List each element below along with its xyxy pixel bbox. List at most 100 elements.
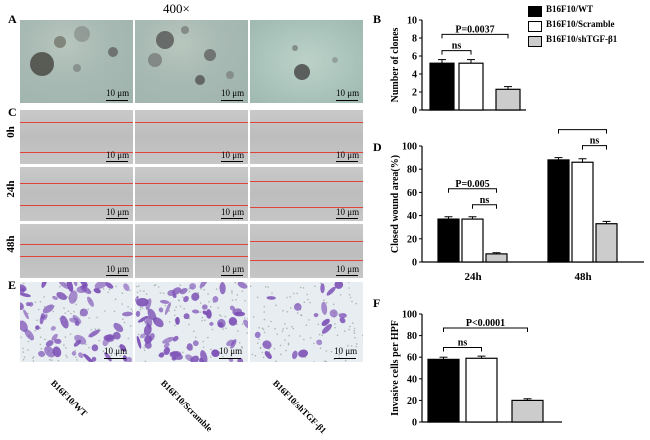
membrane-pore bbox=[348, 328, 350, 331]
invasive-cell bbox=[229, 305, 236, 311]
membrane-pore bbox=[300, 314, 303, 317]
membrane-pore bbox=[258, 326, 260, 329]
bar bbox=[429, 62, 455, 111]
invasive-cells-wt bbox=[20, 282, 133, 362]
wound-edge-line bbox=[20, 152, 133, 153]
membrane-pore bbox=[263, 305, 266, 308]
membrane-pore bbox=[263, 311, 265, 313]
invasive-cell bbox=[209, 321, 214, 326]
membrane-pore bbox=[129, 289, 131, 292]
membrane-pore bbox=[87, 308, 89, 311]
membrane-pore bbox=[362, 334, 363, 337]
membrane-pore bbox=[299, 335, 301, 337]
membrane-pore bbox=[66, 296, 69, 298]
invasive-cell bbox=[139, 333, 146, 339]
invasive-cell bbox=[20, 292, 31, 298]
invasive-cell bbox=[169, 351, 183, 360]
y-tick-label: 40 bbox=[407, 374, 417, 385]
membrane-pore bbox=[273, 347, 276, 350]
membrane-pore bbox=[39, 300, 42, 303]
invasive-cell bbox=[321, 301, 328, 315]
membrane-pore bbox=[258, 338, 260, 341]
legend-item-shtgf: B16F10/shTGF-β1 bbox=[528, 34, 648, 48]
wound-edge-line bbox=[250, 122, 363, 123]
membrane-pore bbox=[102, 288, 105, 290]
group-label-wt: B16F10/WT bbox=[48, 378, 90, 419]
membrane-pore bbox=[141, 307, 144, 309]
invasive-cell bbox=[58, 282, 70, 290]
bar bbox=[495, 88, 521, 111]
membrane-pore bbox=[309, 301, 311, 304]
significance-bracket-ns bbox=[443, 346, 482, 352]
invasive-cell bbox=[83, 353, 94, 362]
significance-bracket-p bbox=[441, 33, 509, 39]
y-tick-label: 8 bbox=[412, 34, 417, 45]
membrane-pore bbox=[221, 347, 223, 349]
invasive-cell bbox=[183, 313, 190, 320]
membrane-pore bbox=[20, 336, 22, 339]
membrane-pore bbox=[201, 316, 204, 319]
membrane-pore bbox=[178, 299, 180, 302]
significance-bracket-p-label: P=0.001 bbox=[565, 128, 599, 131]
invasive-cell bbox=[94, 282, 108, 289]
membrane-pore bbox=[303, 301, 306, 303]
chart-b-clones: 0 2 4 6 8 10 Number of clones P=0.0037 ns bbox=[390, 16, 526, 117]
y-tick-label: 80 bbox=[407, 165, 417, 176]
membrane-pore bbox=[157, 286, 160, 288]
panel-label-e: E bbox=[8, 278, 17, 292]
membrane-pore bbox=[113, 310, 116, 313]
y-tick-label: 100 bbox=[402, 142, 417, 153]
wound-edge-line bbox=[135, 122, 248, 123]
invasive-cell bbox=[71, 351, 77, 356]
membrane-pore bbox=[341, 348, 344, 350]
membrane-pore bbox=[208, 301, 210, 303]
invasive-cell bbox=[135, 310, 141, 317]
wound-image-wt-0h: 10 μm bbox=[20, 110, 133, 164]
scale-bar-line bbox=[221, 161, 243, 162]
invasive-cell bbox=[88, 329, 100, 338]
scale-bar-line bbox=[219, 358, 241, 359]
membrane-pore bbox=[303, 338, 305, 341]
y-tick-label: 100 bbox=[402, 310, 417, 321]
invasive-cell bbox=[202, 310, 208, 315]
invasive-cell bbox=[42, 304, 54, 314]
invasive-cell bbox=[237, 357, 244, 362]
invasive-cell bbox=[163, 342, 170, 348]
invasive-cell bbox=[72, 314, 82, 324]
membrane-pore bbox=[32, 357, 34, 359]
membrane-pore bbox=[354, 336, 356, 339]
membrane-pore bbox=[286, 296, 288, 299]
invasive-cell bbox=[172, 287, 182, 295]
invasive-cell bbox=[105, 282, 114, 289]
membrane-pore bbox=[262, 356, 265, 359]
membrane-pore bbox=[348, 294, 351, 296]
y-tick-label: 10 bbox=[407, 16, 417, 27]
membrane-pore bbox=[107, 291, 109, 294]
invasive-cell bbox=[126, 356, 132, 362]
wound-image-scramble-48h: 10 μm bbox=[135, 224, 248, 278]
invasive-cell bbox=[232, 308, 243, 316]
invasive-cell bbox=[20, 284, 27, 292]
membrane-pore bbox=[43, 296, 45, 298]
invasive-cell bbox=[51, 333, 58, 341]
membrane-pore bbox=[69, 333, 72, 335]
invasive-cell bbox=[293, 303, 302, 311]
membrane-pore bbox=[75, 356, 77, 358]
membrane-pore bbox=[199, 311, 201, 313]
legend-label: B16F10/shTGF-β1 bbox=[546, 34, 618, 44]
membrane-pore bbox=[267, 286, 269, 288]
membrane-pore bbox=[98, 339, 100, 342]
scale-bar-label: 10 μm bbox=[336, 207, 360, 217]
membrane-pore bbox=[292, 292, 295, 295]
membrane-pore bbox=[348, 287, 350, 289]
membrane-pore bbox=[347, 282, 350, 283]
significance-bracket-p bbox=[443, 327, 528, 333]
membrane-pore bbox=[334, 323, 336, 325]
membrane-pore bbox=[143, 349, 146, 352]
membrane-pore bbox=[296, 312, 299, 314]
invasive-cell bbox=[217, 318, 226, 328]
invasive-cell bbox=[243, 319, 248, 329]
membrane-pore bbox=[289, 307, 292, 309]
membrane-pore bbox=[49, 358, 51, 361]
wound-edge-line bbox=[135, 183, 248, 184]
